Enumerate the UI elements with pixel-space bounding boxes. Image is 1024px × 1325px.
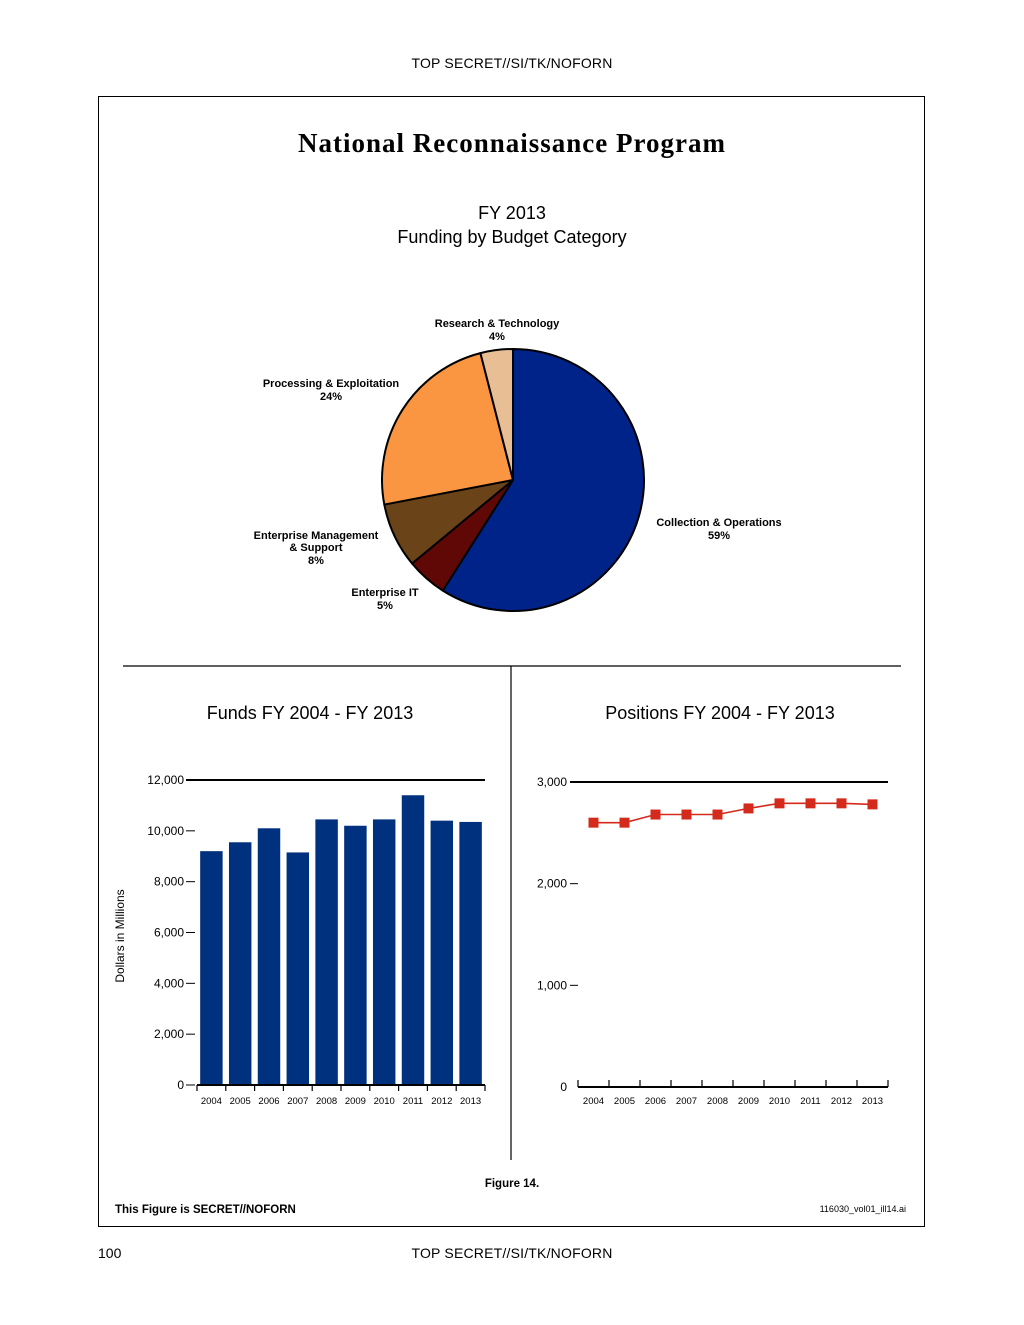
line-point-2008 (712, 809, 723, 820)
bar-xtick-label: 2005 (230, 1096, 251, 1107)
line-chart-title: Positions FY 2004 - FY 2013 (605, 703, 835, 723)
bar-2005 (228, 842, 252, 1085)
header-classification: TOP SECRET//SI/TK/NOFORN (411, 55, 613, 71)
pie-slice-4 (479, 348, 514, 481)
pie-label-collection-operations: Collection & Operations (656, 517, 781, 529)
line-xtick-label: 2007 (676, 1096, 697, 1107)
bar-ytick-label: 6,000 (154, 926, 184, 940)
bar-2007 (286, 852, 310, 1085)
bar-xtick-label: 2008 (316, 1096, 337, 1107)
page-number: 100 (98, 1245, 122, 1261)
bar-ylabel: Dollars in Millions (113, 889, 127, 982)
line-point-2004 (588, 817, 599, 828)
figure-file-ref: 116030_vol01_ill14.ai (819, 1204, 906, 1214)
footer-classification: TOP SECRET//SI/TK/NOFORN (411, 1245, 613, 1261)
line-ytick-label: 0 (560, 1080, 567, 1094)
line-ytick-label: 3,000 (537, 775, 567, 789)
pie-slice-3 (381, 352, 514, 506)
line-point-2012 (836, 798, 847, 809)
bar-xtick-label: 2006 (258, 1096, 279, 1107)
pie-label-enterprise-management-2: & Support (289, 542, 342, 554)
line-xtick-label: 2009 (738, 1096, 759, 1107)
line-point-2005 (619, 817, 630, 828)
line-point-2011 (805, 798, 816, 809)
pie-slice-0 (441, 348, 645, 612)
bar-ytick-label: 8,000 (154, 875, 184, 889)
bar-2004 (200, 851, 223, 1085)
pie-pct-collection-operations: 59% (708, 530, 730, 542)
figure-classification-note: This Figure is SECRET//NOFORN (115, 1204, 296, 1216)
bar-ytick-label: 10,000 (147, 824, 184, 838)
line-xtick-label: 2005 (614, 1096, 635, 1107)
line-ytick-label: 2,000 (537, 877, 567, 891)
pie-label-enterprise-it: Enterprise IT (351, 587, 419, 599)
pie-title-line2: Funding by Budget Category (397, 227, 627, 247)
line-xtick-label: 2013 (862, 1096, 883, 1107)
bar-ytick-label: 0 (177, 1078, 184, 1092)
figure-title: National Reconnaissance Program (298, 128, 726, 158)
bar-2006 (257, 828, 281, 1085)
line-point-2009 (743, 803, 754, 814)
pie-label-processing-exploitation: Processing & Exploitation (263, 378, 400, 390)
bar-xtick-label: 2012 (431, 1096, 452, 1107)
bar-2010 (372, 819, 396, 1085)
pie-pct-research-technology: 4% (489, 331, 505, 343)
pie-chart: Research & Technology 4% Processing & Ex… (254, 318, 782, 612)
bar-2009 (344, 825, 367, 1085)
line-xtick-label: 2011 (800, 1096, 820, 1107)
bar-xtick-label: 2004 (201, 1096, 222, 1107)
line-point-2013 (867, 799, 878, 810)
bar-2011 (401, 795, 425, 1085)
bar-ytick-label: 12,000 (147, 773, 184, 787)
bar-ytick-label: 2,000 (154, 1027, 184, 1041)
line-xtick-label: 2010 (769, 1096, 790, 1107)
line-xtick-label: 2006 (645, 1096, 666, 1107)
positions-line (593, 802, 873, 824)
line-point-2010 (774, 798, 785, 809)
pie-pct-enterprise-management: 8% (308, 555, 324, 567)
bar-2012 (430, 820, 454, 1085)
bar-xtick-label: 2007 (287, 1096, 308, 1107)
line-xtick-label: 2012 (831, 1096, 852, 1107)
bar-xtick-label: 2010 (374, 1096, 395, 1107)
line-ytick-label: 1,000 (537, 978, 567, 992)
bar-2013 (459, 821, 482, 1085)
pie-label-research-technology: Research & Technology (435, 318, 560, 330)
line-point-2007 (681, 809, 692, 820)
figure-frame (98, 96, 925, 1227)
figure-caption: Figure 14. (484, 1178, 540, 1190)
bar-ytick-label: 4,000 (154, 976, 184, 990)
bar-xtick-label: 2013 (460, 1096, 481, 1107)
bar-xtick-label: 2009 (345, 1096, 366, 1107)
pie-title-line1: FY 2013 (478, 203, 546, 223)
bar-chart-title: Funds FY 2004 - FY 2013 (206, 703, 414, 723)
pie-label-enterprise-management: Enterprise Management (254, 530, 379, 542)
line-xtick-label: 2004 (583, 1096, 604, 1107)
line-xtick-label: 2008 (707, 1096, 728, 1107)
bar-xtick-label: 2011 (403, 1096, 423, 1107)
line-point-2006 (650, 809, 661, 820)
pie-pct-processing-exploitation: 24% (320, 391, 342, 403)
bar-2008 (315, 819, 338, 1085)
pie-pct-enterprise-it: 5% (377, 600, 393, 612)
